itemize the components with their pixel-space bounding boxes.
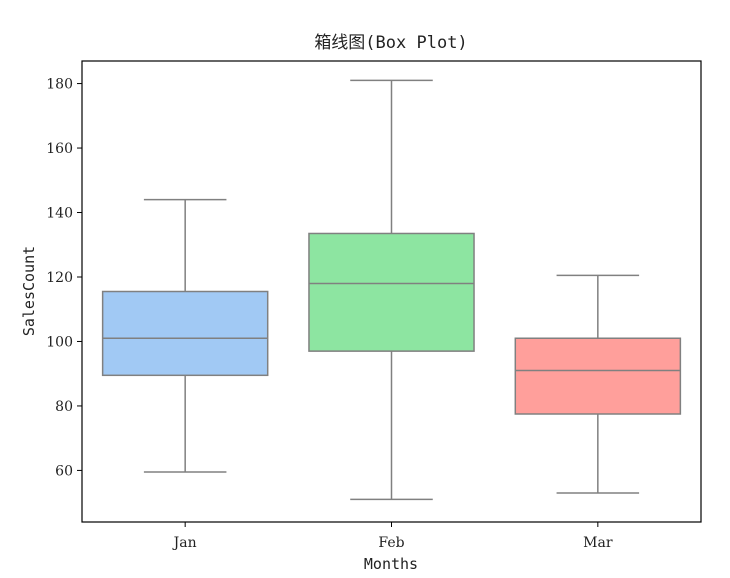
y-axis-label: SalesCount [20, 246, 38, 336]
y-tick-label: 160 [46, 141, 73, 157]
chart-title: 箱线图(Box Plot) [314, 33, 467, 53]
box-mar [514, 337, 682, 415]
x-tick-label: Mar [583, 535, 613, 551]
y-tick-label: 180 [46, 77, 73, 93]
x-tick-label: Feb [378, 535, 404, 551]
x-tick-label: Jan [172, 535, 197, 551]
box-jan [101, 290, 269, 377]
plot-frame [81, 60, 702, 523]
x-axis-label: Months [364, 555, 418, 573]
y-tick-label: 140 [46, 206, 73, 222]
y-tick-label: 100 [46, 334, 73, 350]
y-tick-label: 60 [55, 463, 73, 479]
y-tick-label: 120 [46, 270, 73, 286]
y-tick-label: 80 [55, 399, 73, 415]
box-feb [308, 232, 475, 352]
